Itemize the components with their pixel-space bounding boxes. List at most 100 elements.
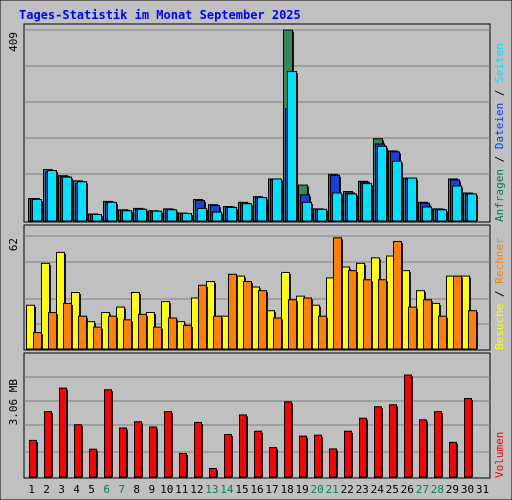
bar-besuche-day-1 [26, 304, 35, 350]
bar-rechner-day-29 [453, 275, 462, 350]
bar-besuche-day-2 [41, 262, 50, 350]
x-tick-label: 7 [118, 483, 125, 496]
x-tick-label: 30 [461, 483, 474, 496]
series-seiten [32, 71, 478, 222]
bar-volumen-day-1 [29, 439, 37, 478]
bar-volumen-day-2 [44, 411, 52, 478]
bar-rechner-day-24 [378, 279, 387, 350]
bar-seiten-day-24 [377, 145, 387, 222]
x-tick-label: 11 [175, 483, 188, 496]
panel-requests-legend: Anfragen / Dateien / Seiten [493, 43, 506, 222]
x-tick-label: 15 [235, 483, 248, 496]
bar-seiten-day-27 [422, 206, 432, 222]
bar-rechner-day-8 [138, 313, 147, 350]
bar-seiten-day-3 [62, 176, 72, 222]
x-tick-label: 14 [220, 483, 234, 496]
x-tick-label: 27 [416, 483, 429, 496]
bar-rechner-day-25 [393, 240, 402, 350]
panel-requests: 409 Anfragen / Dateien / Seiten [7, 23, 506, 223]
bar-volumen-day-7 [119, 427, 127, 478]
bar-seiten-day-26 [407, 177, 417, 222]
bar-rechner-day-2 [48, 312, 57, 350]
panel-volume-legend: Volumen [493, 432, 506, 478]
bar-seiten-day-9 [152, 210, 162, 222]
series-volumen [29, 374, 473, 478]
panel-requests-plot-area [23, 23, 491, 223]
chart-panels: 409 Anfragen / Dateien / Seiten 62 Besuche … [7, 23, 506, 479]
x-tick-label: 24 [371, 483, 385, 496]
x-tick-label: 31 [476, 483, 489, 496]
bar-volumen-day-9 [149, 426, 157, 478]
series-rechner [33, 237, 478, 350]
bar-volumen-day-13 [209, 468, 217, 478]
x-tick-label: 4 [73, 483, 80, 496]
x-tick-label: 12 [190, 483, 203, 496]
bar-rechner-day-15 [243, 281, 252, 350]
legend-segment: / [493, 149, 506, 169]
x-tick-label: 13 [205, 483, 218, 496]
bar-rechner-day-17 [273, 317, 282, 350]
x-tick-label: 10 [160, 483, 173, 496]
bar-seiten-day-1 [32, 199, 42, 222]
bar-rechner-day-11 [183, 324, 192, 350]
bar-seiten-day-2 [47, 170, 57, 222]
bar-volumen-day-30 [464, 398, 472, 478]
x-tick-label: 20 [310, 483, 323, 496]
x-tick-label: 9 [148, 483, 155, 496]
bar-rechner-day-16 [258, 290, 267, 350]
x-tick-label: 1 [28, 483, 35, 496]
bar-seiten-day-14 [227, 206, 237, 222]
bar-volumen-day-10 [164, 411, 172, 478]
bar-rechner-day-30 [468, 310, 477, 350]
x-tick-label: 5 [88, 483, 95, 496]
bar-volumen-day-14 [224, 434, 232, 478]
bar-seiten-day-29 [452, 185, 462, 222]
bar-seiten-day-5 [92, 213, 102, 222]
bar-volumen-day-20 [314, 434, 322, 478]
bar-volumen-day-19 [299, 435, 307, 478]
bar-volumen-day-4 [74, 424, 82, 478]
bar-seiten-day-22 [347, 193, 357, 222]
x-tick-label: 17 [265, 483, 278, 496]
bar-volumen-day-25 [389, 404, 397, 478]
chart-title: Tages-Statistik im Monat September 2025 [19, 8, 301, 22]
bar-rechner-day-3 [63, 302, 72, 350]
bar-volumen-day-15 [239, 414, 247, 478]
bar-rechner-day-21 [333, 237, 342, 350]
bar-volumen-day-21 [329, 448, 337, 478]
bar-seiten-day-7 [122, 210, 132, 222]
bar-seiten-day-10 [167, 209, 177, 222]
bar-rechner-day-26 [408, 306, 417, 350]
bar-seiten-day-18 [287, 71, 297, 222]
x-tick-label: 19 [295, 483, 308, 496]
bar-rechner-day-28 [438, 315, 447, 350]
bar-rechner-day-27 [423, 299, 432, 350]
panel-requests-max-label: 409 [7, 32, 20, 52]
x-tick-label: 29 [446, 483, 459, 496]
legend-segment: / [493, 83, 506, 103]
x-tick-label: 26 [401, 483, 414, 496]
panel-visits-legend: Besuche / Rechner [493, 237, 506, 350]
x-axis-tick-labels: 1 2 3 4 5 6 7 8 9 10 11 12 13 14 15 16 17 18 19 20 21 22 23 24 2… [28, 483, 489, 496]
bar-volumen-day-8 [134, 421, 142, 478]
x-tick-label: 22 [341, 483, 354, 496]
bar-volumen-day-22 [344, 430, 352, 478]
legend-segment: Dateien [493, 103, 506, 149]
legend-segment: Seiten [493, 43, 506, 83]
bar-volumen-day-11 [179, 452, 187, 478]
x-tick-label: 16 [250, 483, 263, 496]
bar-rechner-day-7 [123, 319, 132, 350]
legend-segment: Besuche [493, 304, 506, 350]
bar-rechner-day-22 [348, 270, 357, 350]
panel-visits: 62 Besuche / Rechner [7, 224, 506, 351]
bar-seiten-day-13 [212, 211, 222, 222]
bar-volumen-day-5 [89, 448, 97, 478]
series-besuche [26, 251, 471, 350]
panel-volume-max-label: 3.06 MB [7, 379, 20, 426]
x-tick-label: 3 [58, 483, 65, 496]
x-tick-label: 18 [280, 483, 293, 496]
legend-segment: Anfragen [493, 169, 506, 222]
bar-volumen-day-12 [194, 421, 202, 478]
legend-segment: Volumen [493, 432, 506, 478]
